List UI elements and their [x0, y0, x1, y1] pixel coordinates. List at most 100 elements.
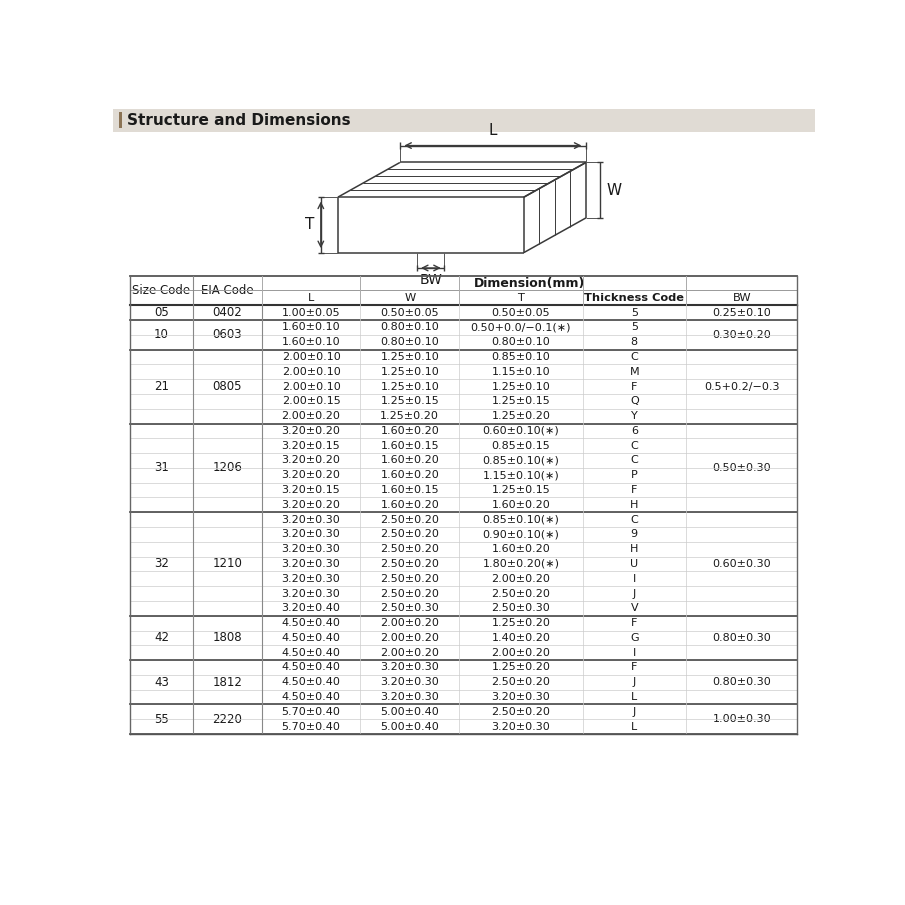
Text: 2.00±0.20: 2.00±0.20	[491, 648, 550, 658]
Text: 2.00±0.20: 2.00±0.20	[380, 618, 439, 628]
Text: 31: 31	[154, 462, 169, 474]
Text: M: M	[630, 367, 639, 376]
Text: 3.20±0.30: 3.20±0.30	[281, 574, 340, 584]
Text: BW: BW	[732, 293, 751, 303]
Text: 5: 5	[631, 308, 638, 318]
Text: 43: 43	[154, 676, 169, 689]
Text: 1.25±0.20: 1.25±0.20	[491, 618, 550, 628]
Text: 3.20±0.30: 3.20±0.30	[281, 588, 340, 598]
Text: 2.50±0.20: 2.50±0.20	[380, 588, 439, 598]
Text: 3.20±0.30: 3.20±0.30	[380, 692, 439, 702]
Text: 1.60±0.20: 1.60±0.20	[380, 471, 439, 481]
Text: 1812: 1812	[213, 676, 243, 689]
Text: 2.50±0.20: 2.50±0.20	[380, 559, 439, 569]
Text: 1808: 1808	[213, 632, 242, 644]
Text: 3.20±0.30: 3.20±0.30	[380, 677, 439, 687]
Text: 2.00±0.20: 2.00±0.20	[491, 574, 550, 584]
Text: F: F	[631, 618, 637, 628]
Text: 5.00±0.40: 5.00±0.40	[380, 707, 439, 717]
Text: F: F	[631, 662, 637, 672]
Text: 4.50±0.40: 4.50±0.40	[281, 692, 340, 702]
Text: 3.20±0.20: 3.20±0.20	[281, 471, 340, 481]
Text: 1.15±0.10: 1.15±0.10	[491, 367, 550, 376]
Text: BW: BW	[419, 272, 443, 287]
Text: L: L	[489, 123, 497, 138]
Text: 1.25±0.10: 1.25±0.10	[380, 367, 439, 376]
Text: 42: 42	[154, 632, 169, 644]
Text: 3.20±0.20: 3.20±0.20	[281, 455, 340, 465]
Text: 1.25±0.10: 1.25±0.10	[380, 352, 439, 362]
Text: L: L	[631, 692, 637, 702]
Text: 0.85±0.15: 0.85±0.15	[491, 441, 550, 451]
Text: 9: 9	[631, 529, 638, 539]
Text: 1.25±0.20: 1.25±0.20	[380, 411, 439, 421]
Text: 1.25±0.20: 1.25±0.20	[491, 411, 550, 421]
Text: T: T	[518, 293, 524, 303]
Text: 0.50±0.30: 0.50±0.30	[712, 462, 771, 473]
Text: F: F	[631, 382, 637, 392]
Text: 1206: 1206	[213, 462, 243, 474]
Text: 0.60±0.10(∗): 0.60±0.10(∗)	[482, 426, 559, 436]
Text: J: J	[633, 707, 636, 717]
Text: 0.85±0.10(∗): 0.85±0.10(∗)	[482, 515, 559, 525]
Text: 0.5+0.2/−0.3: 0.5+0.2/−0.3	[704, 382, 779, 392]
Text: 10: 10	[154, 329, 169, 341]
Bar	[113, 109, 814, 132]
Text: C: C	[631, 455, 638, 465]
Text: 1.60±0.15: 1.60±0.15	[380, 485, 439, 495]
Text: V: V	[631, 604, 638, 614]
Text: 2.00±0.15: 2.00±0.15	[281, 396, 340, 406]
Text: 0402: 0402	[213, 306, 243, 319]
Text: Thickness Code: Thickness Code	[585, 293, 684, 303]
Text: 3.20±0.20: 3.20±0.20	[281, 426, 340, 436]
Text: 3.20±0.30: 3.20±0.30	[491, 721, 550, 731]
Text: 0.90±0.10(∗): 0.90±0.10(∗)	[482, 529, 559, 539]
Text: 2.00±0.10: 2.00±0.10	[281, 382, 340, 392]
Text: 1.25±0.10: 1.25±0.10	[491, 382, 550, 392]
Text: U: U	[630, 559, 638, 569]
Text: 1.25±0.15: 1.25±0.15	[491, 396, 550, 406]
Text: 5.70±0.40: 5.70±0.40	[281, 707, 340, 717]
Text: 0.80±0.10: 0.80±0.10	[380, 322, 439, 332]
Text: 2.00±0.10: 2.00±0.10	[281, 352, 340, 362]
Text: Size Code: Size Code	[132, 284, 191, 297]
Text: 3.20±0.20: 3.20±0.20	[281, 500, 340, 510]
Text: 3.20±0.15: 3.20±0.15	[281, 441, 340, 451]
Text: J: J	[633, 677, 636, 687]
Text: 1.15±0.10(∗): 1.15±0.10(∗)	[482, 471, 559, 481]
Text: I: I	[633, 574, 636, 584]
Text: 0.30±0.20: 0.30±0.20	[712, 329, 771, 339]
Text: 3.20±0.15: 3.20±0.15	[281, 485, 340, 495]
Text: 0.80±0.10: 0.80±0.10	[491, 338, 550, 348]
Text: 2.50±0.20: 2.50±0.20	[380, 529, 439, 539]
Text: 2.50±0.20: 2.50±0.20	[491, 707, 550, 717]
Text: 0.60±0.30: 0.60±0.30	[712, 559, 771, 569]
Text: 1.80±0.20(∗): 1.80±0.20(∗)	[482, 559, 559, 569]
Text: L: L	[308, 293, 314, 303]
Text: 2.50±0.20: 2.50±0.20	[491, 677, 550, 687]
Text: 0.85±0.10: 0.85±0.10	[491, 352, 550, 362]
Text: 0.25±0.10: 0.25±0.10	[712, 308, 771, 318]
Text: 3.20±0.30: 3.20±0.30	[491, 692, 550, 702]
Text: 2.50±0.20: 2.50±0.20	[380, 515, 439, 525]
Text: 32: 32	[154, 557, 169, 570]
Text: L: L	[631, 721, 637, 731]
Text: 3.20±0.30: 3.20±0.30	[281, 559, 340, 569]
Text: 2.50±0.30: 2.50±0.30	[380, 604, 439, 614]
Text: 0805: 0805	[213, 380, 242, 393]
Text: 4.50±0.40: 4.50±0.40	[281, 648, 340, 658]
Text: 4.50±0.40: 4.50±0.40	[281, 662, 340, 672]
Text: 0.50±0.05: 0.50±0.05	[380, 308, 439, 318]
Text: 1.60±0.10: 1.60±0.10	[281, 338, 340, 348]
Text: 2.00±0.20: 2.00±0.20	[380, 648, 439, 658]
Text: 3.20±0.30: 3.20±0.30	[281, 515, 340, 525]
Text: 2.00±0.20: 2.00±0.20	[281, 411, 340, 421]
Text: 1.60±0.20: 1.60±0.20	[491, 544, 550, 554]
Text: P: P	[631, 471, 638, 481]
Text: 1.60±0.15: 1.60±0.15	[380, 441, 439, 451]
Text: 4.50±0.40: 4.50±0.40	[281, 618, 340, 628]
Text: 2.50±0.20: 2.50±0.20	[380, 574, 439, 584]
Text: 0.80±0.30: 0.80±0.30	[712, 677, 771, 687]
Text: 21: 21	[154, 380, 169, 393]
Text: 1.25±0.15: 1.25±0.15	[491, 485, 550, 495]
